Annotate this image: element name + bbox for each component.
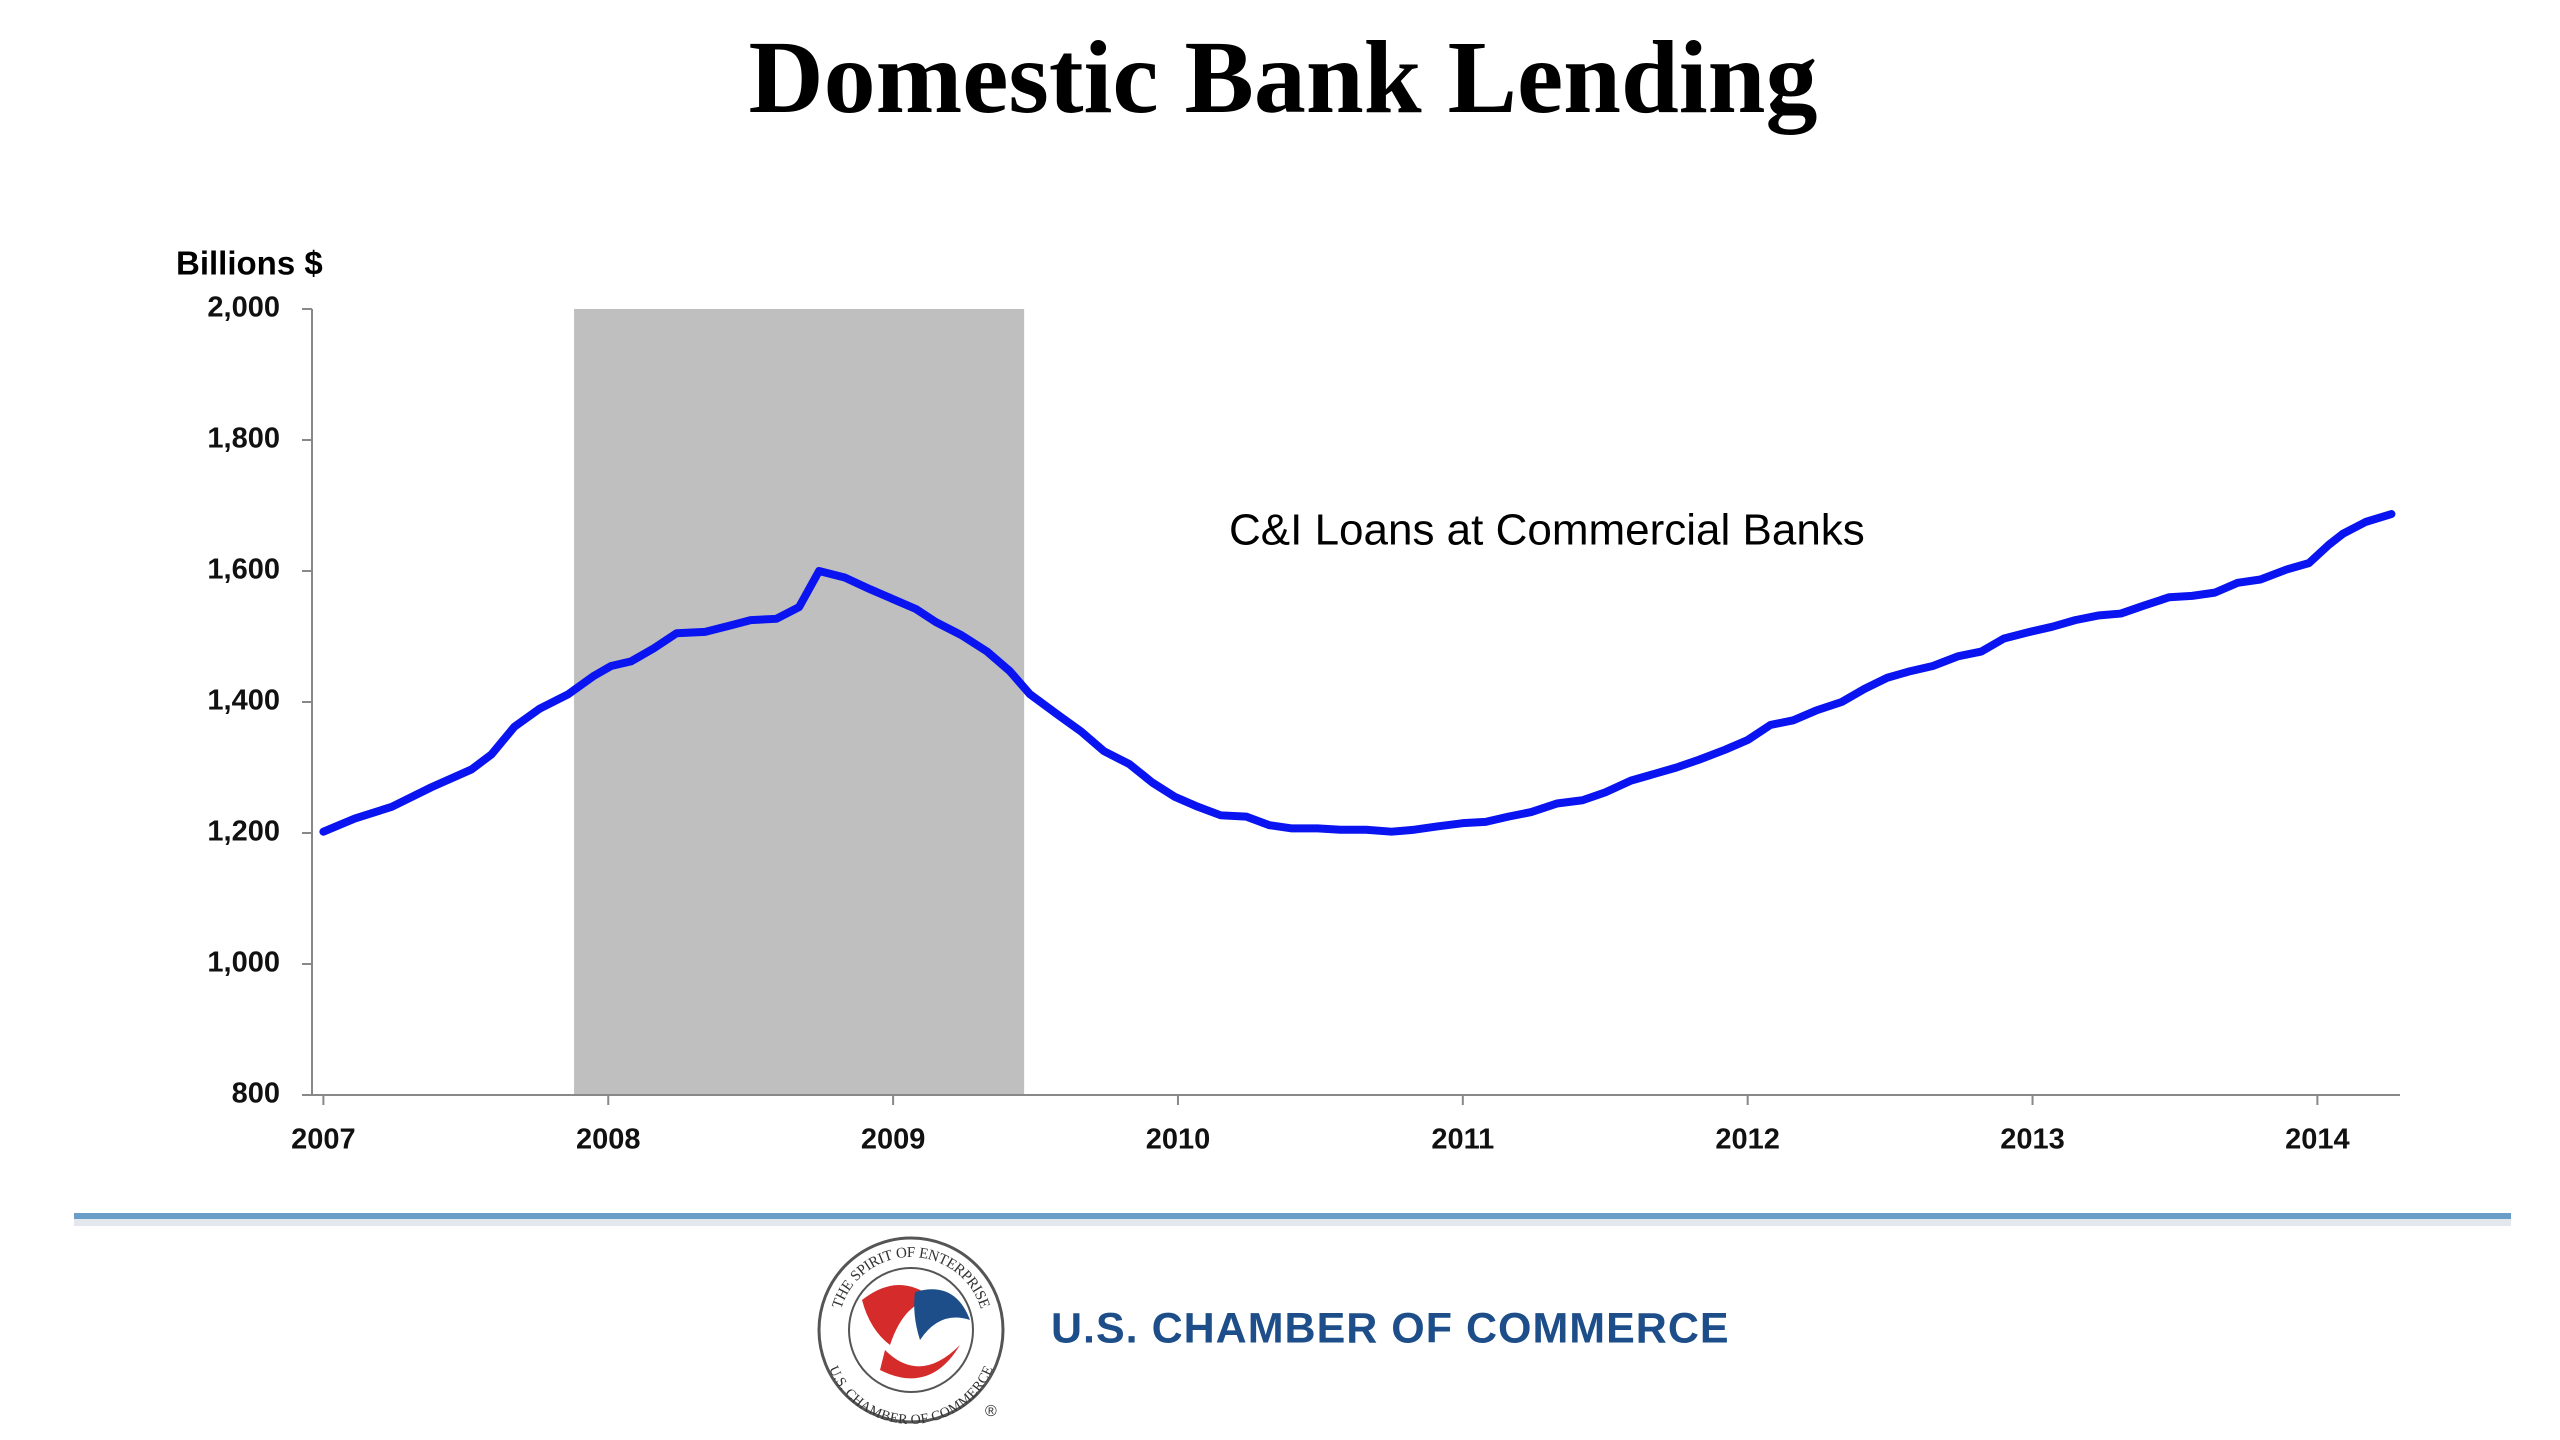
series-annotation: C&I Loans at Commercial Banks — [1229, 506, 1865, 555]
plot-area: 800 1,000 1,200 1,400 1,600 1,800 2,000 2007 200… — [207, 292, 2400, 1156]
y-tick-label: 1,000 — [207, 947, 280, 979]
x-tick-label: 2007 — [291, 1124, 356, 1156]
organization-name: U.S. CHAMBER OF COMMERCE — [1051, 1304, 1730, 1352]
y-tick-label: 1,600 — [207, 554, 280, 586]
y-tick-label: 800 — [232, 1078, 280, 1110]
chart-title: Domestic Bank Lending — [748, 20, 1817, 135]
x-tick-label: 2012 — [1715, 1124, 1780, 1156]
x-tick-label: 2010 — [1146, 1124, 1211, 1156]
y-tick-label: 2,000 — [207, 292, 280, 324]
y-tick-label: 1,800 — [207, 423, 280, 455]
registered-mark: ® — [985, 1403, 997, 1420]
logo-blue — [914, 1289, 970, 1340]
series-line — [319, 510, 2396, 836]
recession-shading — [574, 309, 1025, 1095]
logo-stripe — [880, 1345, 960, 1379]
logo: THE SPIRIT OF ENTERPRISE U.S. CHAMBER OF… — [817, 1236, 1005, 1428]
y-tick-label: 1,200 — [207, 816, 280, 848]
x-tick-label: 2011 — [1431, 1124, 1494, 1156]
x-tick-label: 2009 — [861, 1124, 926, 1156]
y-axis-label: Billions $ — [176, 245, 323, 282]
x-tick-label: 2008 — [576, 1124, 641, 1156]
x-tick-label: 2014 — [2285, 1124, 2350, 1156]
x-tick-label: 2013 — [2000, 1124, 2065, 1156]
y-tick-label: 1,400 — [207, 685, 280, 717]
